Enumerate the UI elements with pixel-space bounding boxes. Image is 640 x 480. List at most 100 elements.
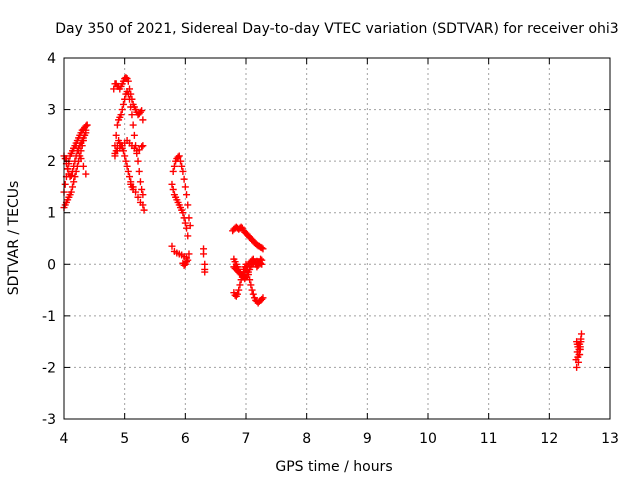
data-point xyxy=(254,261,262,269)
data-point xyxy=(119,100,127,108)
data-point xyxy=(183,224,191,232)
data-point xyxy=(236,281,244,289)
data-point xyxy=(259,245,267,253)
data-point xyxy=(68,183,76,191)
data-point xyxy=(183,258,191,266)
data-point xyxy=(249,290,257,298)
data-point xyxy=(70,162,78,170)
data-point xyxy=(129,183,137,191)
data-point xyxy=(180,214,188,222)
data-point xyxy=(79,162,87,170)
data-point xyxy=(118,106,126,114)
data-point xyxy=(577,330,585,338)
y-axis-label: SDTVAR / TECUs xyxy=(6,181,22,296)
data-points xyxy=(60,74,585,371)
data-point xyxy=(574,358,582,366)
grid xyxy=(64,58,610,419)
y-tick-label: 3 xyxy=(47,103,56,119)
data-point xyxy=(169,167,177,175)
data-point xyxy=(246,276,254,284)
x-tick-label: 8 xyxy=(302,431,311,447)
data-point xyxy=(72,152,80,160)
x-tick-label: 9 xyxy=(363,431,372,447)
x-tick-label: 11 xyxy=(480,431,498,447)
data-point xyxy=(200,250,208,258)
data-point xyxy=(258,256,266,264)
x-tick-label: 13 xyxy=(601,431,619,447)
data-point xyxy=(184,232,192,240)
data-point xyxy=(121,152,129,160)
x-tick-label: 5 xyxy=(120,431,129,447)
x-tick-labels: 4 5 6 7 8 9 10 11 12 13 xyxy=(60,431,619,447)
data-point xyxy=(66,173,74,181)
data-point xyxy=(128,111,136,119)
axis-ticks xyxy=(63,57,611,420)
data-point xyxy=(257,255,265,263)
data-point xyxy=(174,153,182,161)
data-point xyxy=(70,178,78,186)
x-tick-label: 12 xyxy=(540,431,558,447)
data-point xyxy=(126,173,134,181)
data-point xyxy=(127,103,135,111)
data-point xyxy=(258,295,266,303)
data-point xyxy=(248,286,256,294)
data-point xyxy=(82,129,90,137)
data-point xyxy=(72,142,80,150)
data-point xyxy=(168,242,176,250)
data-point xyxy=(259,294,267,302)
data-point xyxy=(136,178,144,186)
data-point xyxy=(235,286,243,294)
data-point xyxy=(179,209,187,217)
data-point xyxy=(135,167,143,175)
data-point xyxy=(253,263,261,271)
y-tick-label: 4 xyxy=(47,51,56,67)
data-point xyxy=(124,90,132,98)
y-tick-label: 1 xyxy=(47,206,56,222)
data-point xyxy=(68,167,76,175)
data-point xyxy=(138,143,146,151)
data-point xyxy=(67,172,75,180)
data-point xyxy=(176,157,184,165)
data-point xyxy=(180,261,188,269)
data-point xyxy=(247,281,255,289)
data-point xyxy=(181,183,189,191)
data-point xyxy=(136,108,144,116)
data-point xyxy=(119,147,127,155)
data-point xyxy=(132,188,140,196)
data-point xyxy=(168,180,176,188)
data-point xyxy=(134,193,142,201)
data-point xyxy=(124,77,132,85)
y-tick-label: 2 xyxy=(47,154,56,170)
data-point xyxy=(124,167,132,175)
data-point xyxy=(61,180,69,188)
data-point xyxy=(77,155,85,163)
data-point xyxy=(122,157,130,165)
data-point xyxy=(170,162,178,170)
data-point xyxy=(82,122,90,130)
data-point xyxy=(576,345,584,353)
data-point xyxy=(123,162,131,170)
data-point xyxy=(110,85,118,93)
y-tick-label: 0 xyxy=(47,257,56,273)
x-tick-label: 10 xyxy=(419,431,437,447)
data-point xyxy=(573,363,581,371)
data-point xyxy=(184,201,192,209)
data-point xyxy=(112,147,120,155)
data-point xyxy=(111,152,119,160)
data-point xyxy=(577,338,585,346)
chart-title: Day 350 of 2021, Sidereal Day-to-day VTE… xyxy=(55,21,618,37)
y-tick-label: -2 xyxy=(42,360,56,376)
data-point xyxy=(75,147,83,155)
data-point xyxy=(175,152,183,160)
data-point xyxy=(71,157,79,165)
data-point xyxy=(122,74,130,82)
data-point xyxy=(83,121,91,129)
data-point xyxy=(126,95,134,103)
data-point xyxy=(186,222,194,230)
data-point xyxy=(130,131,138,139)
x-axis-label: GPS time / hours xyxy=(275,459,392,475)
data-point xyxy=(183,191,191,199)
data-point xyxy=(258,244,266,252)
data-point xyxy=(139,116,147,124)
